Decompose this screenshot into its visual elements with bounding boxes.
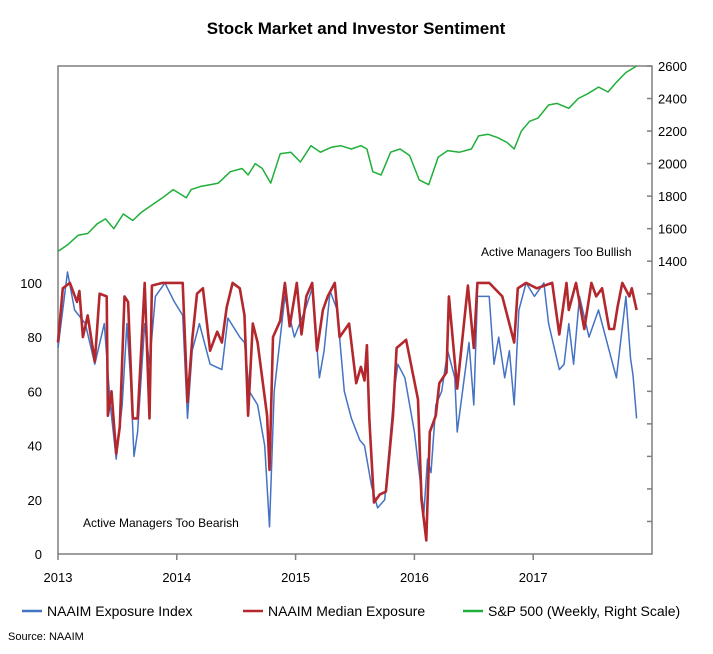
x-tick-label: 2013 xyxy=(44,570,73,585)
series-line-naaim-exposure-index xyxy=(57,271,638,528)
left-tick-label: 80 xyxy=(28,330,42,345)
annotation-too-bullish: Active Managers Too Bullish xyxy=(481,245,632,259)
legend: NAAIM Exposure Index NAAIM Median Exposur… xyxy=(22,603,680,619)
right-tick-label: 1600 xyxy=(658,222,687,237)
left-tick-label: 60 xyxy=(28,384,42,399)
right-tick-label: 2000 xyxy=(658,157,687,172)
legend-label: NAAIM Exposure Index xyxy=(47,603,193,619)
right-tick-label: 1400 xyxy=(658,254,687,269)
x-tick-label: 2015 xyxy=(281,570,310,585)
x-tick-label: 2017 xyxy=(519,570,548,585)
chart-title: Stock Market and Investor Sentiment xyxy=(207,19,506,38)
series-line-naaim-median-exposure xyxy=(56,281,638,542)
left-tick-label: 40 xyxy=(28,439,42,454)
source-note: Source: NAAIM xyxy=(8,631,84,643)
legend-label: S&P 500 (Weekly, Right Scale) xyxy=(488,603,680,619)
plot-area xyxy=(57,65,653,555)
series-line-s-p-500-weekly-right-scale xyxy=(57,65,637,253)
x-tick-label: 2014 xyxy=(162,570,191,585)
series-layer xyxy=(56,65,638,542)
right-tick-label: 1800 xyxy=(658,189,687,204)
annotation-too-bearish: Active Managers Too Bearish xyxy=(83,516,239,530)
left-tick-label: 100 xyxy=(20,276,42,291)
x-tick-label: 2016 xyxy=(400,570,429,585)
axes-layer: 2013 2014 2015 2016 2017 0 20 40 60 80 100 1400 1600… xyxy=(20,59,687,585)
left-tick-label: 0 xyxy=(35,547,42,562)
legend-label: NAAIM Median Exposure xyxy=(268,603,425,619)
right-tick-label: 2400 xyxy=(658,92,687,107)
right-tick-label: 2600 xyxy=(658,59,687,74)
right-tick-label: 2200 xyxy=(658,124,687,139)
left-tick-label: 20 xyxy=(28,493,42,508)
